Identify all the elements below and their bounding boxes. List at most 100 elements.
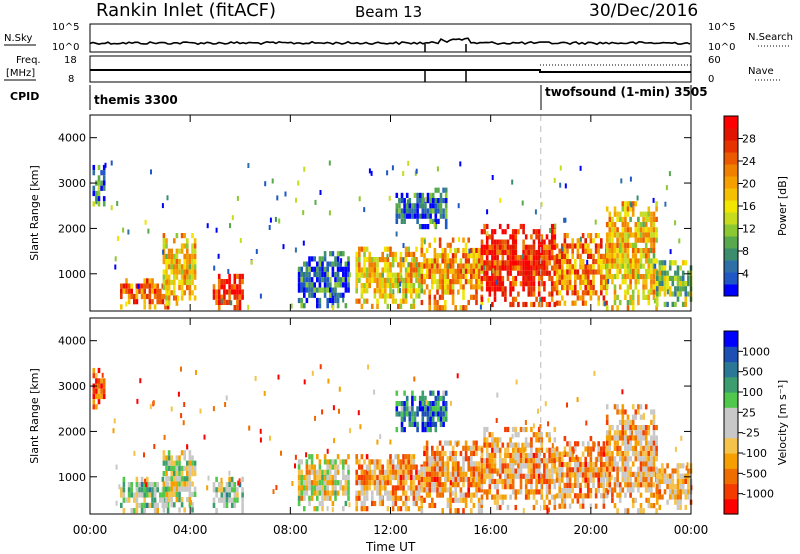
velocity-cell bbox=[360, 469, 364, 475]
velocity-colorbar-swatch bbox=[724, 407, 738, 424]
power-cell bbox=[206, 223, 209, 229]
power-cell bbox=[603, 301, 606, 307]
velocity-cell bbox=[543, 478, 546, 485]
power-cell bbox=[420, 299, 424, 306]
power-cell bbox=[130, 293, 133, 300]
power-cell bbox=[644, 279, 648, 285]
velocity-cell bbox=[454, 492, 457, 498]
velocity-cell bbox=[616, 466, 619, 472]
velocity-cell bbox=[467, 492, 470, 498]
velocity-cell bbox=[381, 494, 384, 500]
power-cell bbox=[178, 279, 181, 285]
power-cell bbox=[407, 160, 410, 166]
power-cell bbox=[454, 279, 457, 285]
power-cell bbox=[297, 180, 300, 186]
power-cell bbox=[397, 303, 400, 309]
velocity-cell bbox=[522, 458, 525, 464]
power-cell bbox=[416, 218, 419, 224]
velocity-cell bbox=[484, 475, 487, 481]
velocity-cell bbox=[545, 489, 549, 495]
velocity-cell bbox=[571, 498, 574, 504]
power-cell bbox=[563, 243, 567, 249]
velocity-cell bbox=[519, 473, 523, 479]
power-cell bbox=[120, 288, 123, 294]
power-cell bbox=[376, 283, 379, 289]
power-cell bbox=[444, 218, 448, 224]
velocity-cell bbox=[483, 489, 486, 495]
velocity-cell bbox=[686, 462, 689, 468]
power-cell bbox=[403, 198, 406, 204]
power-cell bbox=[426, 213, 430, 219]
nsky-tick-bottom: 10^0 bbox=[52, 42, 79, 53]
velocity-cell bbox=[634, 435, 638, 441]
power-cell bbox=[464, 305, 468, 311]
power-cell bbox=[483, 229, 486, 235]
velocity-cell bbox=[173, 486, 176, 492]
velocity-cell bbox=[574, 456, 577, 462]
velocity-cell bbox=[639, 466, 643, 472]
velocity-cell bbox=[589, 462, 593, 468]
velocity-cell bbox=[308, 474, 311, 481]
velocity-cell bbox=[600, 451, 603, 457]
velocity-cell bbox=[579, 456, 582, 462]
power-cell bbox=[415, 277, 418, 283]
power-cell bbox=[318, 277, 322, 283]
power-cell bbox=[365, 267, 369, 273]
velocity-cell bbox=[175, 455, 179, 461]
velocity-cell bbox=[496, 392, 499, 398]
power-colorbar-swatch bbox=[724, 272, 738, 285]
power-cell bbox=[102, 164, 106, 171]
power-cell bbox=[408, 208, 412, 214]
power-cell bbox=[407, 288, 410, 294]
power-cell bbox=[668, 265, 672, 271]
power-cell bbox=[568, 243, 572, 249]
power-cell bbox=[355, 283, 358, 289]
power-cell bbox=[532, 239, 536, 245]
power-cell bbox=[334, 282, 337, 288]
velocity-cell bbox=[639, 477, 643, 483]
power-cell bbox=[173, 279, 176, 285]
velocity-cell bbox=[650, 487, 653, 493]
velocity-cell bbox=[334, 459, 337, 465]
velocity-cell bbox=[496, 494, 499, 500]
velocity-cell bbox=[647, 477, 651, 483]
power-cell bbox=[555, 253, 559, 259]
power-cell bbox=[684, 296, 688, 302]
power-cell bbox=[151, 283, 154, 289]
velocity-cell bbox=[183, 402, 186, 407]
power-cell bbox=[624, 258, 627, 264]
velocity-cell bbox=[602, 441, 606, 447]
power-cell bbox=[506, 260, 510, 266]
velocity-cell bbox=[442, 395, 445, 401]
power-cell bbox=[438, 294, 442, 300]
power-cell bbox=[434, 203, 438, 209]
velocity-cell bbox=[496, 489, 499, 495]
velocity-cell bbox=[310, 454, 314, 460]
velocity-cell bbox=[456, 442, 459, 447]
power-cell bbox=[360, 246, 364, 252]
velocity-cell bbox=[300, 469, 303, 475]
power-cell bbox=[336, 292, 340, 298]
power-cell bbox=[193, 264, 197, 270]
velocity-cell bbox=[297, 490, 301, 496]
velocity-cell bbox=[584, 456, 587, 462]
power-cell bbox=[161, 293, 165, 300]
power-cell bbox=[188, 285, 192, 291]
power-cell bbox=[183, 279, 186, 285]
velocity-cell bbox=[553, 484, 557, 490]
power-cell bbox=[436, 305, 439, 311]
power-cell bbox=[668, 291, 672, 297]
power-cell bbox=[571, 290, 574, 296]
velocity-cell bbox=[236, 487, 239, 493]
velocity-cell bbox=[530, 426, 533, 433]
power-cell bbox=[402, 257, 405, 263]
velocity-cell bbox=[404, 464, 408, 470]
velocity-cell bbox=[451, 466, 455, 472]
velocity-cell bbox=[587, 446, 590, 452]
power-cell bbox=[428, 263, 431, 269]
velocity-cell bbox=[477, 482, 481, 488]
power-cell bbox=[384, 298, 387, 304]
power-cell bbox=[165, 243, 168, 249]
power-cell bbox=[459, 263, 463, 269]
velocity-cell bbox=[605, 451, 609, 457]
